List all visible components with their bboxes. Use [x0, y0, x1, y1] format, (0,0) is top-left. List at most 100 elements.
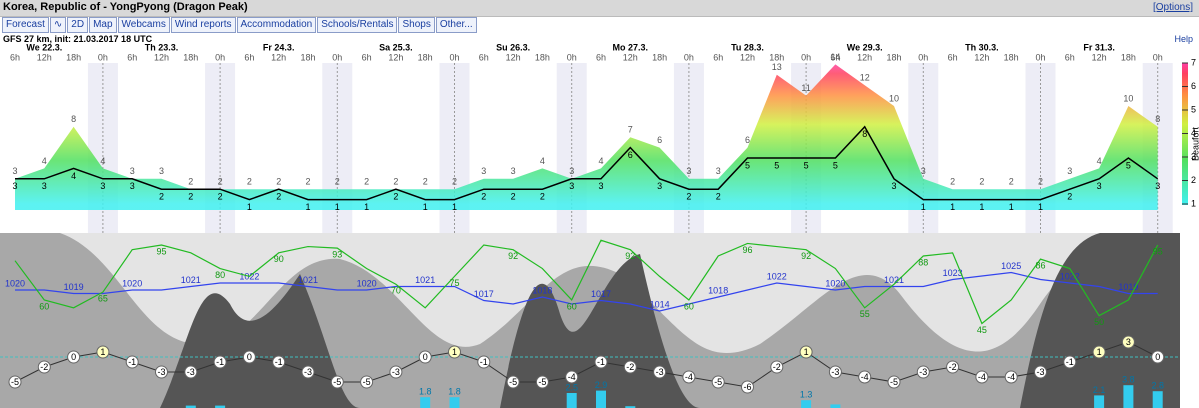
temperature-marker	[565, 370, 579, 384]
temperature-marker	[125, 355, 139, 369]
options-link[interactable]: [Options]	[1152, 2, 1193, 13]
temperature-label: -4	[978, 372, 986, 382]
temperature-marker	[8, 375, 22, 389]
precip-label: 3.8	[1122, 375, 1135, 385]
model-info: GFS 27 km, init: 21.03.2017 18 UTC Help	[0, 34, 1199, 44]
temperature-marker	[448, 345, 461, 359]
temperature-label: -1	[216, 357, 224, 367]
speed-label: 3	[1097, 181, 1102, 191]
temperature-marker	[37, 360, 51, 374]
menu-item[interactable]: Map	[89, 17, 117, 33]
gust-label: 3	[511, 166, 516, 176]
speed-label: 3	[130, 181, 135, 191]
speed-label: 2	[1067, 192, 1072, 202]
gust-label: 2	[452, 177, 457, 187]
help-link[interactable]: Help	[1174, 34, 1193, 44]
pressure-label: 1021	[181, 275, 201, 285]
menu-item[interactable]: Schools/Rentals	[317, 17, 398, 33]
pressure-label: 1023	[943, 268, 963, 278]
temperature-marker	[594, 355, 608, 369]
temperature-label: -3	[656, 367, 664, 377]
hour-label: 6h	[10, 52, 20, 62]
speed-label: 2	[159, 192, 164, 202]
temperature-label: -1	[597, 357, 605, 367]
humidity-label: 92	[801, 251, 811, 261]
temperature-marker	[418, 350, 432, 364]
temperature-label: -3	[831, 367, 839, 377]
pressure-label: 1018	[708, 285, 728, 295]
temperature-label: -6	[743, 382, 751, 392]
graph-icon[interactable]: ∿	[49, 17, 67, 33]
speed-label: 5	[833, 160, 838, 170]
precip-bar	[185, 405, 196, 408]
hour-label: 0h	[1035, 52, 1045, 62]
hour-label: 6h	[244, 52, 254, 62]
temperature-marker	[623, 360, 637, 374]
temperature-marker	[653, 365, 667, 379]
temperature-marker	[887, 375, 901, 389]
menu-item[interactable]: Other...	[435, 17, 477, 33]
speed-label: 5	[745, 160, 750, 170]
menu-item[interactable]: Shops	[398, 17, 435, 33]
speed-label: 3	[598, 181, 603, 191]
temperature-label: -2	[40, 362, 48, 372]
hour-label: 12h	[623, 52, 638, 62]
speed-label: 2	[511, 192, 516, 202]
humidity-label: 93	[332, 250, 342, 260]
gust-label: 8	[71, 114, 76, 124]
speed-label: 1	[305, 202, 310, 212]
hour-label: 6h	[948, 52, 958, 62]
gust-label: 4	[100, 156, 105, 166]
humidity-label: 96	[742, 245, 752, 255]
menu-item[interactable]: Webcams	[117, 17, 170, 33]
gust-label: 12	[860, 73, 870, 83]
temperature-marker	[1034, 365, 1047, 379]
humidity-line	[14, 239, 1159, 325]
spot-title: Korea, Republic of - YongPyong (Dragon P…	[3, 1, 248, 13]
precip-bar	[801, 400, 812, 408]
humidity-label: 45	[977, 325, 987, 335]
gust-label: 4	[1097, 156, 1102, 166]
speed-label: 1	[979, 202, 984, 212]
menu-item[interactable]: Forecast	[2, 17, 49, 33]
temperature-label: -5	[538, 377, 546, 387]
title-bar: Korea, Republic of - YongPyong (Dragon P…	[0, 0, 1199, 17]
menu-item[interactable]: 2D	[67, 17, 89, 33]
temperature-label: -1	[1066, 357, 1074, 367]
hour-label: 18h	[1121, 52, 1136, 62]
temperature-label: -5	[890, 377, 898, 387]
beaufort-tick-label: 4	[1191, 128, 1196, 138]
menu-item[interactable]: Wind reports	[170, 17, 236, 33]
temperature-marker	[67, 350, 81, 364]
gust-label: 2	[950, 177, 955, 187]
hour-label: 6h	[830, 52, 840, 62]
speed-label: 1	[247, 202, 252, 212]
humidity-label: 95	[1153, 246, 1163, 256]
temperature-marker	[242, 350, 256, 364]
speed-label: 2	[686, 192, 691, 202]
speed-label: 1	[423, 202, 428, 212]
humidity-label: 95	[156, 246, 166, 256]
hour-label: 18h	[769, 52, 784, 62]
temperature-marker	[272, 355, 286, 369]
gust-label: 2	[1038, 177, 1043, 187]
speed-label: 2	[481, 192, 486, 202]
pressure-label: 1025	[1001, 261, 1021, 271]
menu-item[interactable]: Accommodation	[236, 17, 317, 33]
pressure-label: 1021	[884, 275, 904, 285]
temperature-label: -3	[304, 367, 312, 377]
speed-label: 1	[452, 202, 457, 212]
temperature-marker	[946, 360, 960, 374]
temperature-label: -2	[626, 362, 634, 372]
precip-bar	[449, 397, 460, 408]
gust-label: 2	[335, 177, 340, 187]
speed-label: 2	[218, 192, 223, 202]
gust-label: 3	[130, 166, 135, 176]
temperature-marker	[213, 355, 227, 369]
temperature-marker	[301, 365, 315, 379]
gust-label: 2	[305, 177, 310, 187]
temperature-marker	[477, 355, 491, 369]
hour-label: 12h	[857, 52, 872, 62]
forecast-graph: Beaufort We 22.3. Th 23.3. Fr 24.3. Sa 25.3…	[0, 44, 1199, 408]
humidity-label: 60	[39, 301, 49, 311]
